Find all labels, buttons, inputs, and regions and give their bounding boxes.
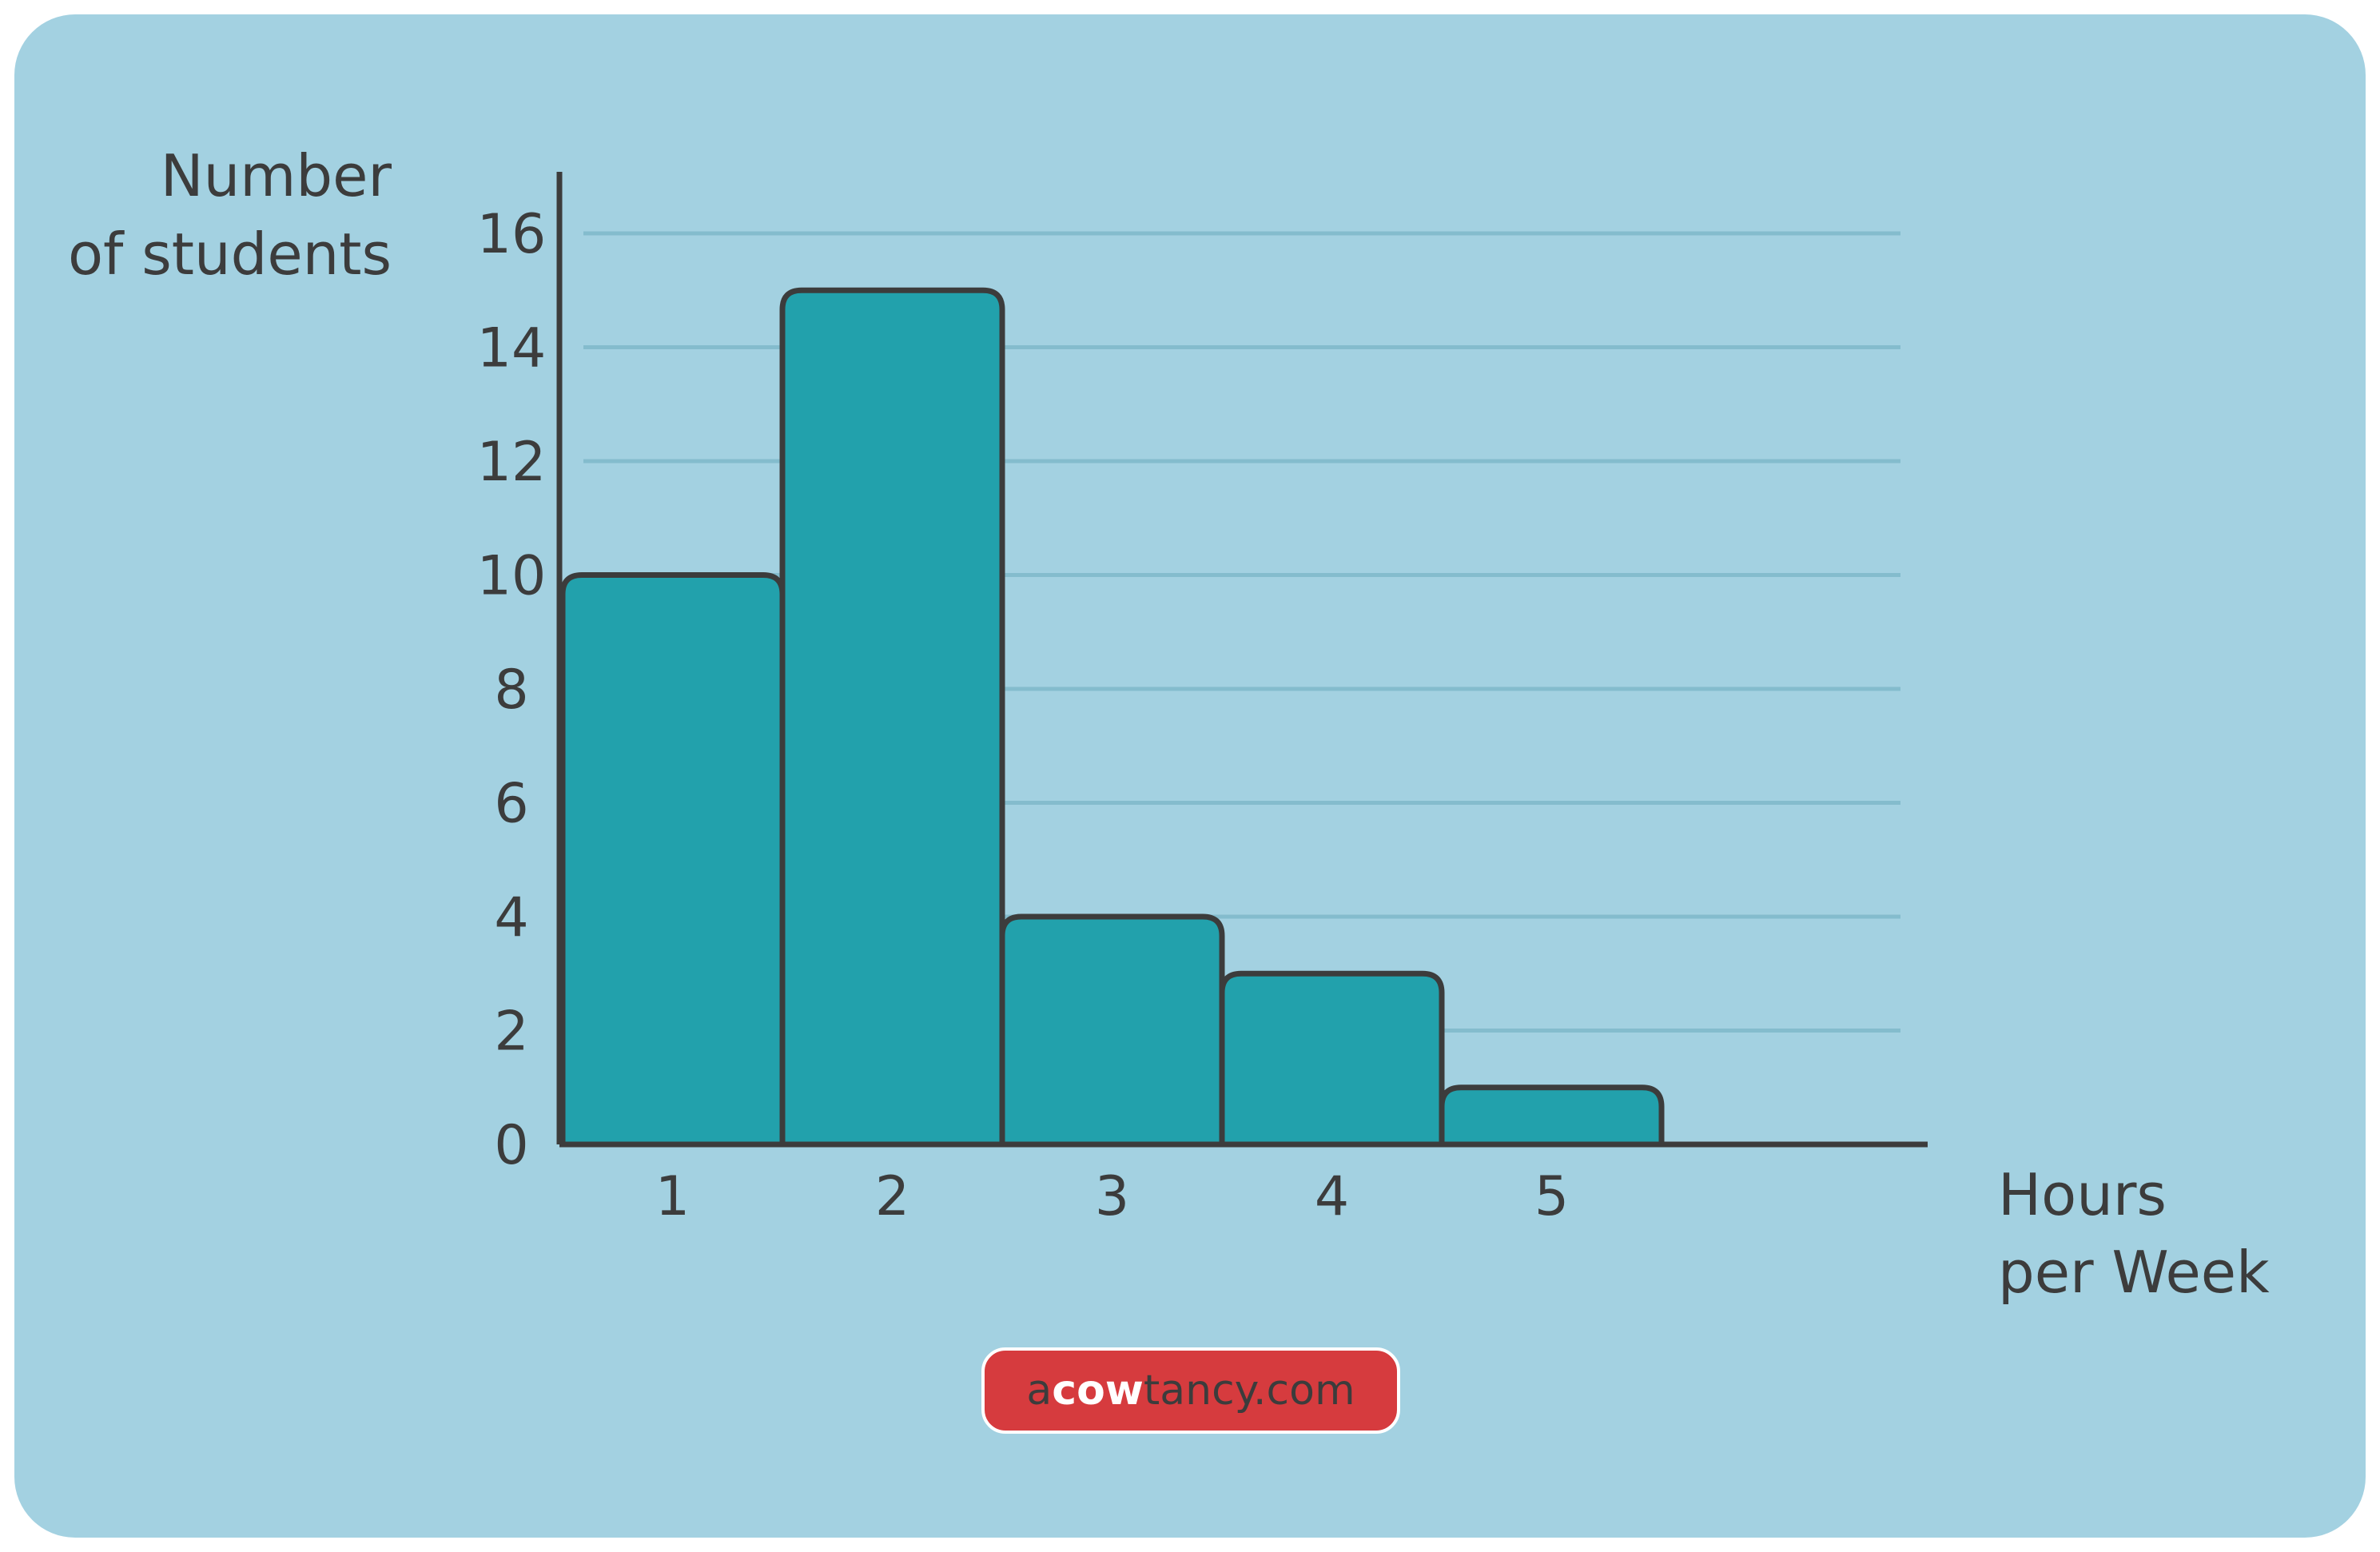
bar-2 — [779, 287, 1005, 1148]
y-tick-labels: 0 2 4 6 8 10 12 14 16 — [477, 203, 547, 1177]
x-tick-label-4: 4 — [1315, 1165, 1349, 1228]
y-axis-label-line-2: of students — [68, 221, 392, 288]
bar-3 — [999, 913, 1225, 1148]
y-axis-label-line-1: Number — [161, 142, 392, 209]
y-tick-label-12: 12 — [477, 431, 547, 494]
x-tick-label-3: 3 — [1095, 1165, 1129, 1228]
chart-card — [14, 14, 2366, 1538]
bars — [559, 287, 1665, 1148]
bar-5 — [1439, 1084, 1665, 1148]
y-tick-label-8: 8 — [494, 659, 528, 722]
x-axis-label-line-1: Hours — [1998, 1161, 2167, 1228]
y-tick-label-6: 6 — [494, 773, 528, 836]
x-tick-labels: 1 2 3 4 5 — [655, 1165, 1569, 1228]
x-tick-label-1: 1 — [655, 1165, 690, 1228]
x-tick-label-5: 5 — [1534, 1165, 1569, 1228]
y-tick-label-0: 0 — [494, 1114, 528, 1177]
x-axis-label-line-2: per Week — [1998, 1239, 2270, 1306]
brand-middle: cow — [1052, 1367, 1144, 1415]
bar-1 — [559, 572, 786, 1148]
brand-suffix: tancy.com — [1143, 1367, 1355, 1415]
brand-prefix: a — [1026, 1367, 1053, 1415]
y-tick-label-2: 2 — [494, 1001, 528, 1064]
x-tick-label-2: 2 — [875, 1165, 909, 1228]
y-tick-label-4: 4 — [494, 886, 528, 949]
brand-badge[interactable]: acowtancy.com — [981, 1347, 1400, 1434]
y-tick-label-14: 14 — [477, 317, 547, 380]
y-tick-label-10: 10 — [477, 545, 547, 608]
y-tick-label-16: 16 — [477, 203, 547, 266]
bar-4 — [1219, 970, 1445, 1148]
